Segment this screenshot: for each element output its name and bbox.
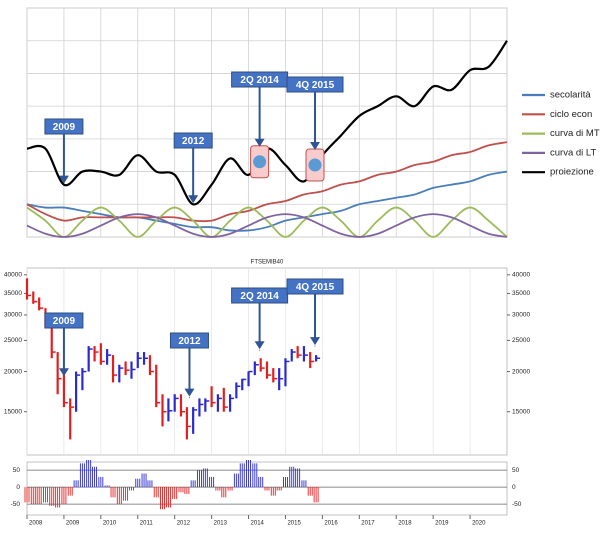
callout-text: 4Q 2015 (296, 282, 335, 293)
legend-label: curva di MT (550, 128, 600, 139)
y-tick-label: 15000 (4, 408, 22, 415)
x-tick-label: 2014 (251, 521, 265, 527)
legend-label: ciclo econ (550, 109, 592, 120)
x-tick-label: 2015 (287, 521, 301, 527)
y-tick-label: 40000 (4, 272, 22, 279)
y-tick-label: 30000 (4, 312, 22, 319)
legend-label: secolarità (550, 90, 591, 101)
x-tick-label: 2017 (361, 521, 375, 527)
highlight-point (308, 158, 322, 172)
y-tick-label: 0 (512, 484, 516, 491)
callout-arrowhead (188, 195, 199, 204)
callout-arrowhead (310, 142, 320, 151)
x-tick-label: 2020 (472, 521, 486, 527)
y-tick-label: 20000 (4, 368, 22, 375)
annotation-anchor (188, 397, 190, 399)
callout-arrowhead (310, 337, 320, 346)
y-tick-label: -50 (512, 501, 522, 508)
y-tick-label: -50 (11, 501, 21, 508)
annotation-anchor (63, 376, 65, 378)
callout-text: 2012 (178, 336, 201, 347)
legend-label: curva di LT (550, 147, 596, 158)
callout-arrowhead (254, 341, 265, 350)
callout-text: 2Q 2014 (240, 291, 279, 302)
callout-arrowhead (58, 368, 69, 377)
series-line (26, 170, 508, 232)
series-line (26, 206, 508, 238)
callout-text: 2012 (182, 136, 205, 147)
callout-text: 2009 (53, 316, 76, 327)
legend-label: proiezione (550, 167, 594, 178)
x-tick-label: 2013 (214, 521, 228, 527)
y-tick-label: 25000 (4, 337, 22, 344)
y-tick-label: 50 (13, 467, 21, 474)
x-tick-label: 2012 (177, 521, 191, 527)
y-tick-label: 40000 (512, 272, 530, 279)
x-tick-label: 2009 (66, 521, 80, 527)
y-tick-label: 0 (16, 484, 20, 491)
x-tick-label: 2011 (140, 521, 154, 527)
callout-arrowhead (58, 175, 69, 184)
callout-text: 2009 (53, 122, 76, 133)
y-tick-label: 25000 (512, 337, 530, 344)
annotation-anchor (259, 349, 261, 351)
x-tick-label: 2019 (435, 521, 449, 527)
highlight-point (253, 155, 267, 169)
annotation-anchor (314, 345, 316, 347)
x-tick-label: 2010 (103, 521, 117, 527)
y-tick-label: 50 (512, 467, 520, 474)
x-tick-label: 2008 (29, 521, 43, 527)
x-tick-label: 2016 (324, 521, 338, 527)
y-tick-label: 20000 (512, 368, 530, 375)
chart-title: FTSEMIB40 (251, 260, 284, 266)
y-tick-label: 35000 (512, 290, 530, 297)
y-tick-label: 35000 (4, 290, 22, 297)
series-line (26, 141, 508, 223)
callout-text: 2Q 2014 (240, 75, 279, 86)
callout-arrowhead (254, 138, 265, 147)
callout-text: 4Q 2015 (296, 80, 335, 91)
y-tick-label: 15000 (512, 408, 530, 415)
series-line (26, 213, 508, 238)
y-tick-label: 30000 (512, 312, 530, 319)
x-tick-label: 2018 (398, 521, 412, 527)
callout-arrowhead (184, 388, 195, 397)
